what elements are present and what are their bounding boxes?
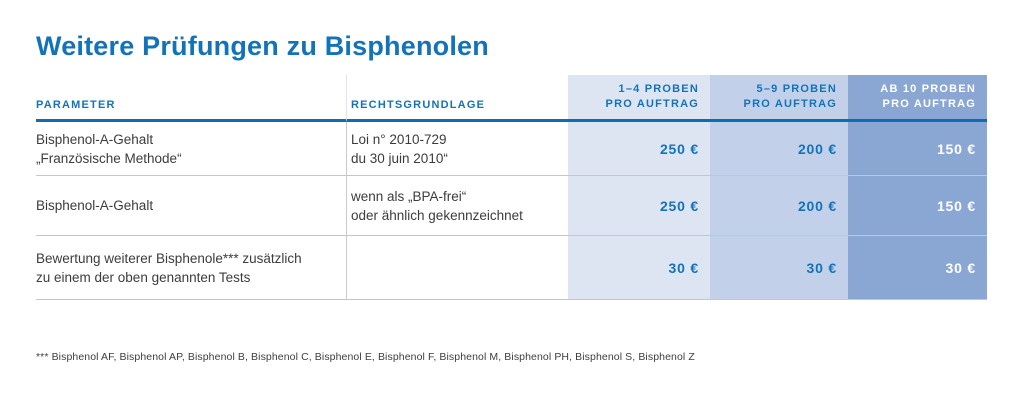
table-row-3-parameter-cell: Bewertung weiterer Bisphenole*** zusätzl… [36,236,346,300]
parameter-text-line1: Bisphenol-A-Gehalt [36,198,154,213]
table-row-3-rechtsgrundlage-cell [346,236,568,300]
column-header-label-line1: 1–4 PROBEN [618,83,699,95]
table-row-1-price-1-4-cell: 250 € [568,122,710,176]
price-table: PARAMETER RECHTSGRUNDLAGE 1–4 PROBEN PRO… [36,75,987,300]
legal-text-line2: du 30 juin 2010“ [351,150,448,166]
column-header-label-line2: PRO AUFTRAG [605,98,699,110]
price-value: 150 € [936,197,976,214]
table-row-2-price-5-9-cell: 200 € [710,176,848,236]
price-value: 250 € [659,140,699,157]
table-row-3-price-5-9-cell: 30 € [710,236,848,300]
table-row-2-price-1-4-cell: 250 € [568,176,710,236]
price-value: 200 € [797,140,837,157]
page-title: Weitere Prüfungen zu Bisphenolen [36,31,489,61]
table-row-2-price-ab-10-cell: 150 € [848,176,987,236]
parameter-text-line1: Bewertung weiterer Bisphenole*** zusätzl… [36,250,302,266]
table-row-3-price-1-4-cell: 30 € [568,236,710,300]
column-header-label-line1: AB 10 PROBEN [880,83,976,95]
legal-text-line1: wenn als „BPA-frei“ [351,188,467,204]
price-value: 250 € [659,197,699,214]
table-row-2-rechtsgrundlage-cell: wenn als „BPA-frei“ oder ähnlich gekennz… [346,176,568,236]
parameter-text-line2: zu einem der oben genannten Tests [36,269,251,285]
price-value: 30 € [806,259,837,276]
column-header-label: RECHTSGRUNDLAGE [351,99,486,111]
legal-text-line1: Loi n° 2010-729 [351,131,447,147]
price-value: 30 € [945,259,976,276]
column-header-proben-ab-10: AB 10 PROBEN PRO AUFTRAG [848,75,987,122]
column-header-parameter: PARAMETER [36,75,346,122]
table-row-2-parameter-cell: Bisphenol-A-Gehalt [36,176,346,236]
column-header-proben-1-4: 1–4 PROBEN PRO AUFTRAG [568,75,710,122]
table-row-1-price-ab-10-cell: 150 € [848,122,987,176]
price-value: 200 € [797,197,837,214]
column-header-label-line1: 5–9 PROBEN [756,83,837,95]
price-value: 30 € [668,259,699,276]
parameter-text-line1: Bisphenol-A-Gehalt [36,131,154,147]
table-row-1-parameter-cell: Bisphenol-A-Gehalt „Französische Methode… [36,122,346,176]
column-header-label-line2: PRO AUFTRAG [882,98,976,110]
footnote-bisphenol-list: *** Bisphenol AF, Bisphenol AP, Bispheno… [36,351,695,363]
table-row-3-price-ab-10-cell: 30 € [848,236,987,300]
table-row-1-price-5-9-cell: 200 € [710,122,848,176]
column-header-proben-5-9: 5–9 PROBEN PRO AUFTRAG [710,75,848,122]
table-row-1-rechtsgrundlage-cell: Loi n° 2010-729 du 30 juin 2010“ [346,122,568,176]
column-header-label-line2: PRO AUFTRAG [743,98,837,110]
column-header-rechtsgrundlage: RECHTSGRUNDLAGE [346,75,568,122]
parameter-text-line2: „Französische Methode“ [36,150,182,166]
price-value: 150 € [936,140,976,157]
legal-text-line2: oder ähnlich gekennzeichnet [351,207,523,223]
column-header-label: PARAMETER [36,99,116,111]
